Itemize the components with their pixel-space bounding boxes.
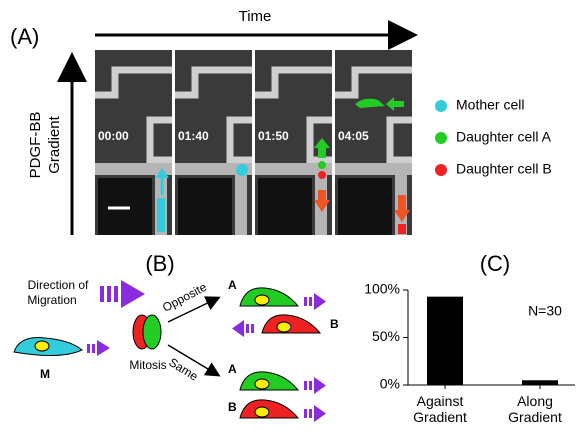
mother-label: M	[40, 367, 50, 381]
legend-marker	[435, 100, 447, 112]
legend-marker	[435, 132, 447, 144]
direction-label: Migration	[27, 293, 76, 307]
big-arrow	[100, 280, 145, 308]
chart-title: (C)	[480, 251, 511, 276]
cell	[236, 164, 248, 176]
daughter-cell	[262, 315, 320, 333]
gradient-label: PDGF-BB Gradient	[27, 112, 63, 179]
panel-label: (B)	[145, 251, 174, 276]
annotation: N=30	[528, 303, 562, 319]
y-tick-label: 100%	[364, 281, 400, 297]
cell	[318, 161, 326, 169]
panel-label: (A)	[10, 24, 39, 49]
cell	[318, 171, 326, 179]
legend-marker	[435, 164, 447, 176]
opposite-label: Opposite	[160, 280, 209, 315]
gradient-label-line: Gradient	[46, 115, 63, 173]
same-label: Same	[166, 355, 200, 384]
cell-label: B	[228, 400, 237, 414]
cell-label: A	[228, 362, 237, 376]
nucleus	[255, 407, 269, 417]
nucleus	[277, 322, 291, 332]
chamber	[178, 178, 232, 235]
daughter-cell	[240, 288, 298, 306]
x-tick-label: Along Gradient	[495, 393, 575, 425]
daughter-cell	[240, 372, 298, 390]
cell	[398, 224, 406, 234]
timestamp: 01:40	[178, 129, 209, 143]
legend: Mother cell Daughter cell A Daughter cell …	[435, 97, 552, 177]
timestamp: 04:05	[338, 129, 369, 143]
time-label: Time	[239, 8, 272, 25]
gradient-label-line: PDGF-BB	[27, 112, 44, 179]
y-tick-label: 50%	[372, 328, 400, 344]
legend-label: Daughter cell B	[456, 161, 552, 177]
daughter-cells: A B A B	[228, 278, 339, 422]
timestamp: 00:00	[98, 129, 129, 143]
daughter-cell	[240, 400, 298, 418]
cell-label: B	[330, 317, 339, 331]
small-arrow	[304, 405, 326, 422]
small-arrow	[232, 320, 254, 337]
cell	[157, 198, 165, 232]
figure: (A) Time PDGF-BB Gradient 00:00 01:40 01:5…	[0, 0, 581, 431]
dividing-cell	[143, 315, 161, 349]
small-arrow	[304, 377, 326, 394]
frames: 00:00 01:40 01:50 04:05	[95, 50, 412, 235]
chamber	[258, 178, 312, 235]
nucleus	[255, 295, 269, 305]
chart: (C) 0% 50% 100% N=30	[364, 251, 575, 392]
small-arrow	[304, 293, 326, 310]
direction-label: Direction of	[28, 278, 89, 292]
y-tick-label: 0%	[380, 376, 400, 392]
timestamp: 01:50	[258, 129, 289, 143]
nucleus	[35, 341, 49, 351]
page: {"panel_a": {"label": "(A)", "time_label…	[0, 0, 581, 431]
small-arrow	[87, 340, 110, 356]
legend-label: Daughter cell A	[456, 129, 552, 145]
bar	[427, 297, 463, 385]
nucleus	[255, 379, 269, 389]
mitosis-label: Mitosis	[129, 358, 166, 372]
x-tick-label: Against Gradient	[400, 393, 480, 425]
cell-label: A	[228, 278, 237, 292]
bar	[522, 380, 558, 385]
legend-label: Mother cell	[456, 97, 524, 113]
chamber	[338, 178, 392, 235]
